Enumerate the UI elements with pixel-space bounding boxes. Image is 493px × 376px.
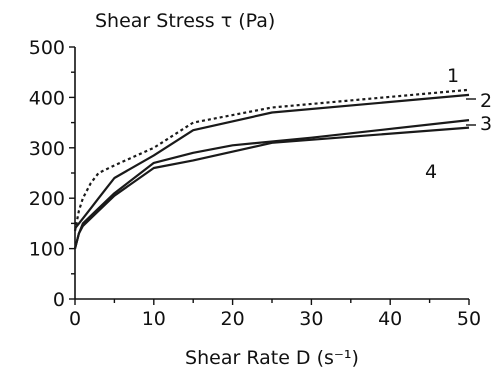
series-label-1: 1 bbox=[447, 65, 459, 87]
series-lines bbox=[73, 88, 470, 249]
x-tick-label: 40 bbox=[378, 308, 402, 330]
x-tick-label: 50 bbox=[457, 308, 481, 330]
y-tick-label: 200 bbox=[29, 188, 65, 210]
series-line-1 bbox=[73, 88, 470, 232]
y-tick-label: 100 bbox=[29, 239, 65, 261]
series-label-4: 4 bbox=[425, 161, 437, 183]
series-line-4 bbox=[73, 126, 470, 249]
series-label-2: 2 bbox=[480, 90, 492, 112]
series-labels: 123 4 bbox=[425, 65, 492, 183]
y-tick-label: 0 bbox=[53, 289, 65, 311]
x-tick-label: 10 bbox=[142, 308, 166, 330]
y-tick-label: 300 bbox=[29, 138, 65, 160]
series-line-3 bbox=[73, 119, 470, 249]
chart-title: Shear Stress τ (Pa) bbox=[95, 10, 275, 32]
y-ticks: 0 100 200 300 400 500 bbox=[29, 37, 75, 311]
x-tick-label: 30 bbox=[299, 308, 323, 330]
series-line-2 bbox=[74, 93, 470, 230]
x-tick-label: 0 bbox=[69, 308, 81, 330]
y-tick-label: 400 bbox=[29, 87, 65, 109]
y-tick-label: 500 bbox=[29, 37, 65, 59]
x-axis-label: Shear Rate D (s⁻¹) bbox=[185, 347, 359, 369]
series-label-3: 3 bbox=[480, 113, 492, 135]
x-tick-label: 20 bbox=[221, 308, 245, 330]
x-ticks: 0 10 20 30 40 50 bbox=[69, 299, 481, 330]
